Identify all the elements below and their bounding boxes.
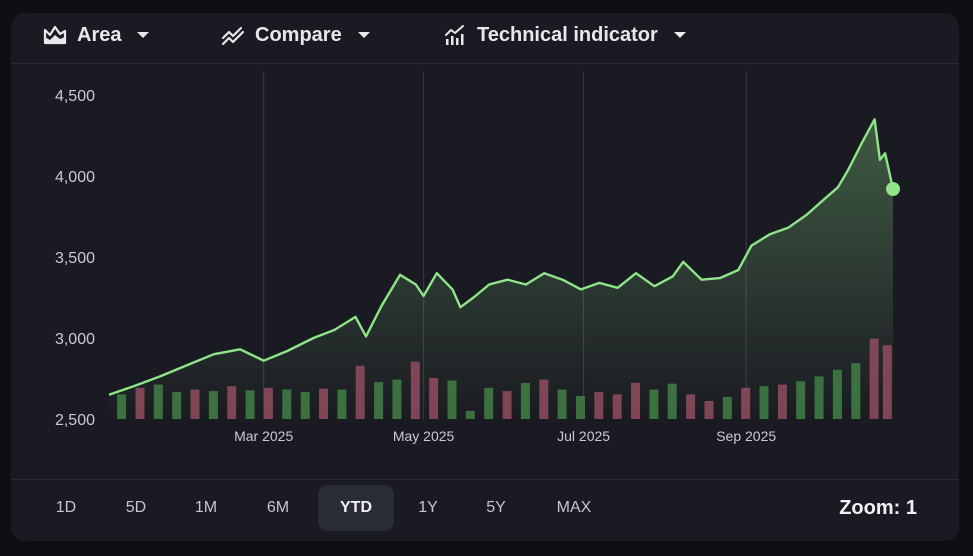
volume-bar bbox=[172, 391, 182, 419]
volume-bar bbox=[869, 338, 879, 419]
volume-bar bbox=[851, 363, 861, 419]
price-line-group bbox=[108, 118, 900, 396]
x-tick-label: Sep 2025 bbox=[716, 428, 776, 444]
price-area bbox=[109, 119, 893, 420]
volume-bar bbox=[777, 384, 787, 419]
technical-indicator-dropdown[interactable]: Technical indicator bbox=[443, 13, 686, 57]
x-tick-label: May 2025 bbox=[393, 428, 455, 444]
volume-bar bbox=[612, 394, 622, 419]
indicator-icon bbox=[443, 23, 467, 47]
volume-bar bbox=[447, 380, 457, 419]
chevron-down-icon bbox=[673, 32, 686, 38]
range-bar: 1D 5D 1M 6M YTD 1Y 5Y MAX Zoom: 1 bbox=[11, 479, 959, 541]
x-axis: Mar 2025 May 2025 Jul 2025 Sep 2025 bbox=[234, 428, 776, 444]
y-tick-label: 4,500 bbox=[55, 88, 95, 105]
volume-bar bbox=[759, 386, 769, 419]
volume-bar bbox=[557, 389, 567, 419]
volume-bar bbox=[429, 378, 439, 419]
volume-bar bbox=[667, 383, 677, 419]
price-chart[interactable]: 4,500 4,000 3,500 3,000 2,500 Mar 2025 May 20… bbox=[11, 13, 959, 479]
volume-bar bbox=[882, 345, 892, 419]
volume-bar bbox=[190, 389, 200, 419]
range-button-1d[interactable]: 1D bbox=[55, 499, 77, 516]
volume-bar bbox=[117, 394, 127, 419]
area-fill bbox=[109, 119, 893, 420]
volume-bar bbox=[245, 390, 255, 419]
volume-bar bbox=[227, 386, 237, 419]
y-tick-label: 3,500 bbox=[55, 250, 95, 267]
range-button-1m[interactable]: 1M bbox=[194, 499, 218, 516]
volume-bar bbox=[319, 388, 328, 419]
volume-bars bbox=[117, 338, 892, 419]
range-button-max[interactable]: MAX bbox=[556, 499, 592, 516]
range-button-ytd[interactable]: YTD bbox=[318, 485, 394, 531]
chart-type-label: Area bbox=[77, 23, 122, 46]
zoom-level: Zoom: 1 bbox=[839, 496, 917, 519]
chart-toolbar: Area Compare bbox=[11, 13, 959, 64]
volume-bar bbox=[594, 391, 604, 419]
compare-icon bbox=[221, 23, 245, 47]
volume-bar bbox=[520, 382, 530, 419]
volume-bar bbox=[282, 389, 292, 419]
volume-bar bbox=[355, 365, 365, 419]
volume-bar bbox=[796, 381, 806, 419]
chevron-down-icon bbox=[137, 32, 150, 38]
volume-bar bbox=[410, 361, 420, 419]
volume-bar bbox=[832, 369, 842, 419]
indicator-label: Technical indicator bbox=[477, 23, 658, 46]
price-line bbox=[108, 118, 895, 396]
volume-bar bbox=[539, 379, 549, 419]
volume-bar bbox=[649, 389, 659, 419]
volume-bar bbox=[208, 391, 218, 419]
volume-bar bbox=[631, 382, 640, 419]
volume-bar bbox=[337, 389, 347, 419]
chart-type-dropdown[interactable]: Area bbox=[43, 13, 150, 57]
chart-card: Area Compare bbox=[11, 13, 959, 541]
volume-bar bbox=[576, 396, 585, 419]
compare-dropdown[interactable]: Compare bbox=[221, 13, 370, 57]
range-button-5d[interactable]: 5D bbox=[125, 499, 147, 516]
chevron-down-icon bbox=[357, 32, 370, 38]
last-price-marker[interactable] bbox=[886, 182, 900, 196]
volume-bar bbox=[135, 387, 145, 419]
volume-bar bbox=[741, 387, 751, 419]
x-tick-label: Mar 2025 bbox=[234, 428, 293, 444]
volume-bar bbox=[392, 379, 402, 419]
range-button-1y[interactable]: 1Y bbox=[418, 499, 438, 516]
x-tick-label: Jul 2025 bbox=[557, 428, 610, 444]
y-tick-label: 2,500 bbox=[55, 412, 95, 429]
volume-bar bbox=[502, 391, 512, 419]
volume-bar bbox=[153, 384, 163, 419]
volume-bar bbox=[465, 410, 475, 419]
volume-bar bbox=[484, 387, 494, 419]
range-button-5y[interactable]: 5Y bbox=[486, 499, 506, 516]
volume-bar bbox=[722, 396, 732, 419]
volume-bar bbox=[686, 394, 696, 419]
volume-bar bbox=[263, 387, 273, 419]
y-tick-label: 4,000 bbox=[55, 169, 95, 186]
y-axis: 4,500 4,000 3,500 3,000 2,500 bbox=[55, 88, 95, 429]
volume-bar bbox=[814, 376, 824, 419]
y-tick-label: 3,000 bbox=[55, 331, 95, 348]
area-chart-icon bbox=[43, 23, 67, 47]
volume-bar bbox=[374, 382, 384, 419]
volume-bar bbox=[300, 391, 310, 419]
volume-bar bbox=[704, 401, 714, 419]
compare-label: Compare bbox=[255, 23, 342, 46]
range-button-6m[interactable]: 6M bbox=[266, 499, 290, 516]
